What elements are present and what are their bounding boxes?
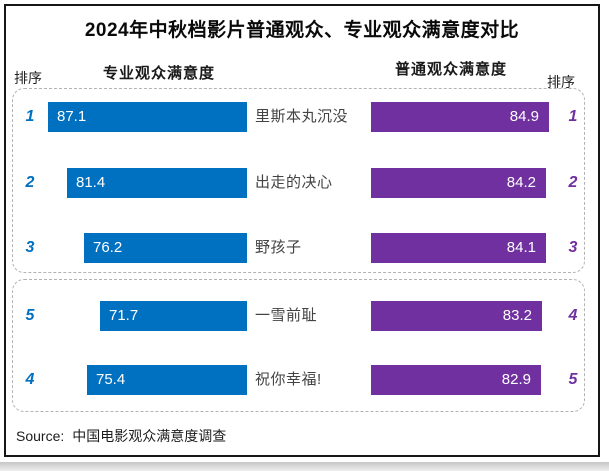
movie-title: 祝你幸福! xyxy=(255,371,322,388)
movie-title: 野孩子 xyxy=(255,239,302,256)
movie-title: 一雪前耻 xyxy=(255,307,318,324)
rank-header-right: 排序 xyxy=(547,74,575,90)
pro-score-value: 87.1 xyxy=(57,108,87,125)
pro-score-bar: 75.4 xyxy=(87,365,247,395)
pro-score-bar: 71.7 xyxy=(100,301,247,331)
pro-rank: 3 xyxy=(25,239,35,256)
chart-title: 2024年中秋档影片普通观众、专业观众满意度对比 xyxy=(84,20,520,41)
chart-card: 2024年中秋档影片普通观众、专业观众满意度对比 排序 专业观众满意度 普通观众… xyxy=(4,4,600,457)
table-row: 3 76.2 野孩子 84.1 3 xyxy=(6,233,598,263)
pro-rank: 4 xyxy=(25,371,35,388)
table-row: 5 71.7 一雪前耻 83.2 4 xyxy=(6,301,598,331)
source-line: Source: 中国电影观众满意度调查 xyxy=(16,426,226,446)
dashed-group-bottom2 xyxy=(12,279,585,412)
gen-score-bar: 83.2 xyxy=(371,301,542,331)
gen-score-bar: 84.9 xyxy=(371,102,549,132)
gen-rank: 2 xyxy=(568,174,578,191)
table-row: 2 81.4 出走的决心 84.2 2 xyxy=(6,168,598,198)
gen-score-value: 84.1 xyxy=(506,239,536,256)
window-bottom-edge xyxy=(0,462,609,471)
gen-rank: 5 xyxy=(568,371,578,388)
source-label: Source: xyxy=(16,428,65,444)
pro-satisfaction-header: 专业观众满意度 xyxy=(103,65,216,82)
gen-score-bar: 84.1 xyxy=(371,233,546,263)
pro-score-bar: 76.2 xyxy=(84,233,247,263)
pro-score-value: 76.2 xyxy=(93,239,123,256)
pro-score-value: 71.7 xyxy=(109,307,139,324)
pro-score-bar: 87.1 xyxy=(48,102,247,132)
dashed-group-top3 xyxy=(12,88,585,273)
gen-rank: 1 xyxy=(568,108,578,125)
gen-score-value: 84.9 xyxy=(509,108,539,125)
pro-score-value: 81.4 xyxy=(76,174,106,191)
table-row: 4 75.4 祝你幸福! 82.9 5 xyxy=(6,365,598,395)
pro-rank: 5 xyxy=(25,307,35,324)
pro-rank: 1 xyxy=(25,108,35,125)
gen-score-value: 82.9 xyxy=(501,371,531,388)
gen-score-value: 83.2 xyxy=(502,307,532,324)
table-row: 1 87.1 里斯本丸沉没 84.9 1 xyxy=(6,102,598,132)
gen-rank: 3 xyxy=(568,239,578,256)
gen-score-bar: 82.9 xyxy=(371,365,541,395)
gen-score-bar: 84.2 xyxy=(371,168,546,198)
gen-satisfaction-header: 普通观众满意度 xyxy=(395,61,508,78)
pro-score-value: 75.4 xyxy=(96,371,126,388)
rank-header-left: 排序 xyxy=(14,70,42,86)
gen-score-value: 84.2 xyxy=(506,174,536,191)
gen-rank: 4 xyxy=(568,307,578,324)
movie-title: 里斯本丸沉没 xyxy=(255,108,349,125)
pro-rank: 2 xyxy=(25,174,35,191)
pro-score-bar: 81.4 xyxy=(67,168,247,198)
source-text: 中国电影观众满意度调查 xyxy=(72,428,227,444)
movie-title: 出走的决心 xyxy=(255,174,333,191)
